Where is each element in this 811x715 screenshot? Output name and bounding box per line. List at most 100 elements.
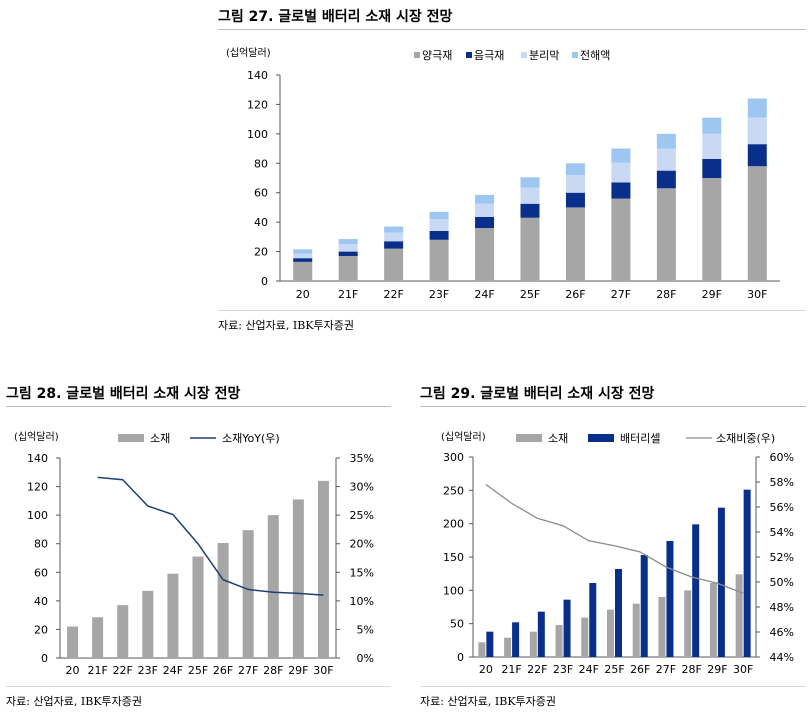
x-tick-label: 29F [702,288,722,301]
bar-segment-separator [747,117,767,145]
y2-tick-label: 5% [357,623,374,636]
bar-segment-cathode [520,217,540,281]
legend-swatch [466,52,472,58]
bar-segment-cathode [429,239,449,281]
bar-segment-electrolyte [611,148,631,163]
bar-segment-anode [611,182,631,199]
bar-battery_cell [743,489,751,657]
bar-segment-anode [747,144,767,167]
bar-battery_cell [640,555,648,657]
y-axis-title: (십억달러) [226,47,271,59]
x-tick-label: 30F [313,664,333,677]
legend-label: 전해액 [580,48,610,62]
y-tick-label: 120 [247,98,268,111]
legend-label: 배터리셀 [620,432,660,445]
y2-tick-label: 20% [350,538,374,551]
y-axis-title: (십억달러) [441,431,486,443]
y2-tick-label: 0% [357,652,374,665]
bar-segment-separator [702,133,722,159]
y-tick-label: 50 [450,618,464,631]
y-axis-title: (십억달러) [14,431,59,443]
y-tick-label: 80 [34,538,48,551]
bar-segment-electrolyte [384,226,404,233]
x-tick-label: 24F [474,288,494,301]
y-tick-label: 100 [443,584,464,597]
figure-title: 그림 29. 글로벌 배터리 소재 시장 전망 [420,386,655,402]
bar [117,605,129,658]
bar-battery_cell [537,611,545,657]
bar-segment-anode [702,158,722,178]
y2-tick-label: 50% [770,576,794,589]
bar [192,556,204,658]
bar [67,626,79,658]
source-note: 자료: 산업자료, IBK투자증권 [218,319,355,332]
x-tick-label: 30F [747,288,767,301]
y-tick-label: 300 [443,451,464,464]
bar-segment-cathode [611,198,631,281]
x-tick-label: 21F [87,664,107,677]
bar [242,530,254,658]
bar-segment-anode [293,258,313,262]
x-tick-label: 20 [66,664,80,677]
chart-bottom-divider [420,686,806,687]
title-divider [6,406,391,407]
y2-tick-label: 15% [350,566,374,579]
bar-segment-cathode [702,178,722,281]
yoy-line [97,476,324,596]
bar-segment-anode [565,192,585,208]
y2-tick-label: 30% [350,481,374,494]
legend-label: 소재YoY(우) [222,432,280,445]
bar-segment-separator [338,244,358,252]
bar-materials [607,609,614,657]
bar-battery_cell [717,507,725,657]
bar [267,515,279,658]
bar-segment-electrolyte [293,249,313,254]
x-tick-label: 29F [288,664,308,677]
bar-battery_cell [512,622,520,657]
bar-battery_cell [615,569,622,657]
bar-segment-cathode [384,248,404,281]
legend-label: 소재비중(우) [716,432,775,445]
bar-materials [658,597,666,657]
y2-tick-label: 54% [770,526,794,539]
y2-tick-label: 25% [350,509,374,522]
bar-segment-anode [475,216,495,229]
y-tick-label: 0 [261,275,268,288]
y-tick-label: 140 [247,69,268,82]
bar-segment-separator [611,162,631,183]
source-note: 자료: 산업자료, IBK투자증권 [420,695,557,708]
bar-segment-separator [520,187,540,204]
bar-segment-anode [429,230,449,240]
y-tick-label: 120 [27,481,48,494]
y-tick-label: 0 [41,652,48,665]
legend-label: 분리막 [529,49,559,62]
bar-materials [529,631,537,657]
bar-segment-electrolyte [747,98,767,118]
y-tick-label: 0 [457,651,464,664]
x-tick-label: 28F [682,663,702,676]
bar [92,617,104,658]
x-tick-label: 30F [733,663,753,676]
bar-segment-cathode [565,207,585,281]
bar-battery_cell [666,541,674,657]
bar-segment-separator [475,203,495,217]
y2-tick-label: 10% [350,595,374,608]
bar-segment-separator [429,219,449,231]
bar-segment-electrolyte [565,163,585,176]
legend-label: 음극재 [474,49,504,62]
y2-tick-label: 60% [770,451,794,464]
y-tick-label: 40 [34,595,48,608]
legend-label: 양극재 [422,49,452,62]
y2-tick-label: 58% [770,476,794,489]
bar-segment-cathode [338,255,358,281]
title-divider [218,29,806,30]
bar [292,499,304,658]
x-tick-label: 27F [656,663,676,676]
y2-tick-label: 56% [770,501,794,514]
bar [142,590,154,658]
source-note: 자료: 산업자료, IBK투자증권 [6,695,143,708]
bar-segment-electrolyte [702,117,722,134]
